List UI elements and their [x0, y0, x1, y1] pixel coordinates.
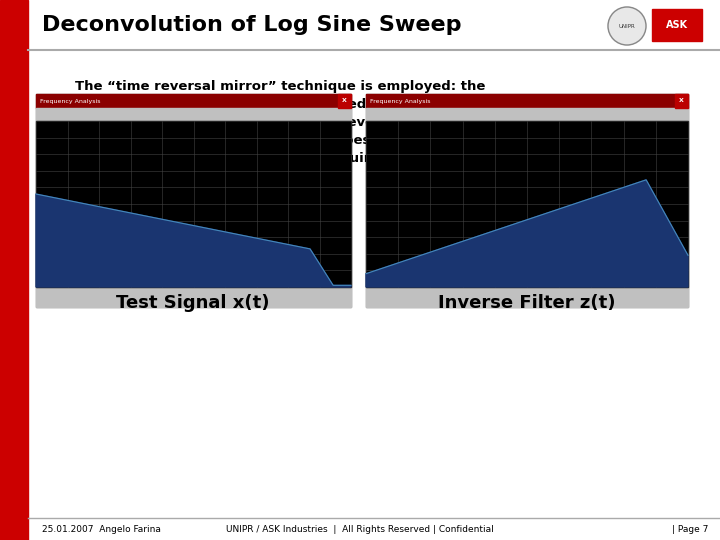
Bar	[36, 121, 351, 287]
Bar	[675, 94, 688, 108]
Text: X: X	[679, 98, 684, 104]
Text: Inverse Filter z(t): Inverse Filter z(t)	[438, 294, 616, 312]
Bar	[366, 287, 688, 307]
Bar	[652, 9, 702, 41]
Bar	[36, 94, 351, 108]
Text: Deconvolution of Log Sine Sweep: Deconvolution of Log Sine Sweep	[42, 15, 462, 35]
Text: X: X	[342, 98, 347, 104]
Text: UNIPR / ASK Industries  |  All Rights Reserved | Confidential: UNIPR / ASK Industries | All Rights Rese…	[226, 524, 494, 534]
Bar	[36, 108, 351, 121]
Text: system’s impulse response is obtained by convolving the: system’s impulse response is obtained by…	[75, 98, 504, 111]
Bar	[338, 94, 351, 108]
Bar	[36, 287, 351, 307]
Text: measured signal y(t) with the time-reversal of the test: measured signal y(t) with the time-rever…	[75, 116, 485, 129]
Text: | Page 7: | Page 7	[672, 524, 708, 534]
Bar	[366, 94, 688, 307]
Bar	[366, 94, 688, 108]
Text: ASK: ASK	[666, 20, 688, 30]
Text: UNIPR: UNIPR	[618, 24, 635, 29]
Polygon shape	[36, 194, 351, 287]
Circle shape	[608, 7, 646, 45]
Text: signal x(-t). As the log sine sweep does not have a “white”: signal x(-t). As the log sine sweep does…	[75, 134, 518, 147]
Text: Frequency Analysis: Frequency Analysis	[40, 98, 101, 104]
Bar	[366, 121, 688, 287]
Text: Frequency Analysis: Frequency Analysis	[370, 98, 431, 104]
Text: spectrum, proper equalization is required: spectrum, proper equalization is require…	[75, 152, 389, 165]
Bar	[36, 94, 351, 307]
Text: Test Signal x(t): Test Signal x(t)	[116, 294, 270, 312]
Bar	[366, 108, 688, 121]
Text: 25.01.2007  Angelo Farina: 25.01.2007 Angelo Farina	[42, 524, 161, 534]
Text: The “time reversal mirror” technique is employed: the: The “time reversal mirror” technique is …	[75, 80, 485, 93]
Polygon shape	[366, 180, 688, 287]
Bar	[0, 0, 28, 540]
